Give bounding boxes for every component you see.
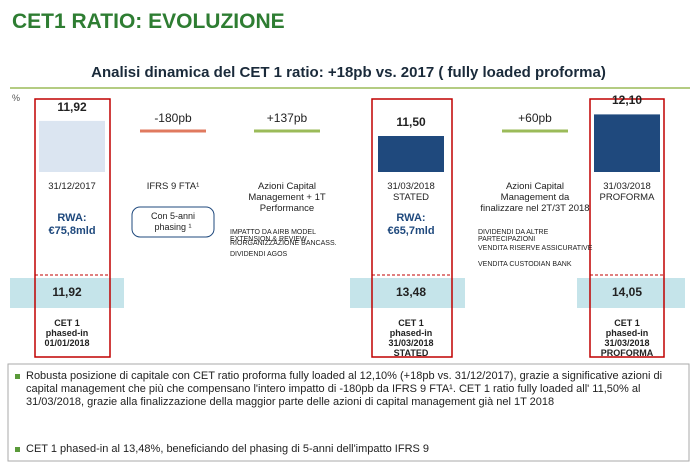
phased-label: STATED	[393, 348, 429, 358]
phased-band	[350, 278, 465, 308]
subtitle: Analisi dinamica del CET 1 ratio: +18pb …	[91, 64, 606, 81]
phased-label: phased-in	[389, 328, 433, 338]
rwa: RWA:	[396, 212, 426, 224]
column-label: finalizzare nel 2T/3T 2018	[480, 203, 590, 214]
phased-label: 01/01/2018	[44, 338, 90, 348]
unit: %	[12, 93, 21, 103]
column-label: Azioni Capital	[257, 181, 317, 192]
column-label: 31/03/2018	[603, 181, 651, 192]
bullet-square	[15, 447, 20, 452]
column-label: Performance	[259, 203, 315, 214]
bar	[594, 114, 660, 172]
highlight-box	[589, 98, 665, 358]
value-label: 12,10	[611, 93, 643, 108]
column-label: STATED	[392, 192, 430, 203]
bullet-square	[15, 374, 20, 379]
value-label: 11,92	[57, 99, 87, 114]
bullet: VENDITA RISERVE ASSICURATIVE	[478, 245, 593, 252]
value-label: -180pb	[154, 111, 192, 125]
badge-text: Con 5-anni	[150, 211, 196, 221]
phased-value: 13,48	[395, 285, 427, 299]
note: Robusta posizione di capitale con CET ra…	[26, 370, 663, 409]
value-label: 11,50	[396, 115, 426, 129]
bar	[39, 120, 105, 172]
phased-label: PROFORMA	[600, 348, 654, 358]
value-label: +60pb	[518, 111, 552, 125]
bar	[378, 136, 444, 172]
phased-value: 14,05	[611, 285, 643, 299]
rwa: €65,7mld	[387, 225, 435, 237]
bullet: DIVIDENDI AGOS	[230, 251, 288, 258]
badge	[131, 206, 215, 238]
phased-label: phased-in	[45, 328, 89, 338]
bullet: RIORGANIZZAZIONE BANCASS.	[230, 240, 337, 247]
column-label: 31/12/2017	[48, 181, 96, 192]
note: CET 1 phased-in al 13,48%, beneficiando …	[26, 443, 430, 455]
phased-label: CET 1	[614, 318, 640, 328]
bullet: IMPATTO DA AIRB MODEL EXTENSION & REVIEW	[230, 229, 316, 244]
phased-label: 31/03/2018	[388, 338, 434, 348]
value-label: +137pb	[266, 111, 308, 125]
rwa: RWA:	[57, 212, 87, 224]
bullet: DIVIDENDI DA ALTRE PARTECIPAZIONI	[478, 229, 549, 244]
badge-text: phasing ¹	[154, 222, 192, 232]
phased-label: CET 1	[54, 318, 80, 328]
bullet: VENDITA CUSTODIAN BANK	[478, 261, 572, 268]
highlight-box	[371, 98, 453, 358]
phased-label: phased-in	[605, 328, 649, 338]
phased-band	[10, 278, 124, 308]
rwa: €75,8mld	[48, 225, 96, 237]
title: CET1 RATIO: EVOLUZIONE	[12, 10, 285, 33]
column-label: Management da	[500, 192, 570, 203]
phased-label: CET 1	[398, 318, 424, 328]
highlight-box	[34, 98, 111, 358]
column-label: 31/03/2018	[387, 181, 435, 192]
column-label: IFRS 9 FTA¹	[146, 181, 200, 192]
notes-box	[7, 363, 690, 462]
phased-label: 31/03/2018	[604, 338, 650, 348]
phased-band	[577, 278, 685, 308]
column-label: Management + 1T	[248, 192, 326, 203]
column-label: PROFORMA	[599, 192, 655, 203]
column-label: Azioni Capital	[505, 181, 565, 192]
phased-value: 11,92	[52, 285, 82, 299]
